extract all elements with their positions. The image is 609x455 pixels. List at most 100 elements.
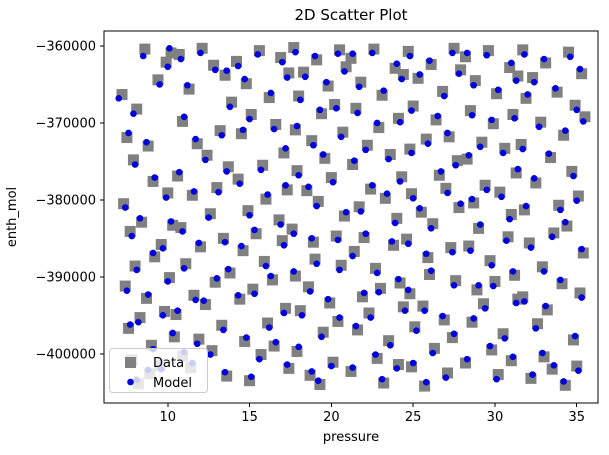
model-point-marker: [530, 175, 538, 182]
data-point-marker: [517, 291, 529, 303]
data-point-marker: [266, 274, 278, 286]
model-point-marker: [470, 81, 477, 89]
model-point-marker: [444, 129, 451, 137]
model-point-marker: [282, 145, 289, 152]
data-point-marker: [239, 335, 251, 347]
model-point-marker: [416, 71, 424, 78]
data-point-marker: [348, 245, 360, 257]
data-point-marker: [180, 258, 192, 270]
data-point-marker: [468, 197, 480, 209]
model-point-marker: [465, 151, 473, 159]
data-point-marker: [199, 299, 211, 311]
model-point-marker: [310, 141, 317, 149]
data-point-marker: [123, 322, 135, 334]
model-point-marker: [349, 50, 356, 57]
data-point-marker: [283, 67, 295, 79]
data-point-marker: [289, 270, 301, 282]
data-point-marker: [425, 58, 437, 70]
model-point-marker: [404, 240, 412, 248]
data-point-marker: [142, 140, 154, 152]
data-point-marker: [417, 300, 429, 312]
data-point-marker: [407, 100, 419, 112]
model-point-marker: [416, 205, 424, 212]
data-point-marker: [497, 328, 509, 340]
data-point-marker: [217, 232, 229, 244]
model-point-marker: [368, 49, 376, 57]
data-point-marker: [479, 179, 491, 191]
data-point-marker: [316, 108, 328, 120]
model-point-marker: [468, 111, 476, 119]
model-point-marker: [220, 326, 227, 334]
model-point-marker: [450, 281, 458, 289]
data-point-marker: [572, 190, 584, 202]
data-point-marker: [188, 289, 200, 301]
data-point-marker: [379, 192, 391, 204]
data-point-marker: [211, 182, 223, 194]
data-point-marker: [353, 201, 365, 213]
model-point-marker: [552, 85, 559, 92]
model-point-marker: [463, 49, 471, 57]
data-point-marker: [281, 184, 293, 196]
model-point-marker: [383, 190, 391, 198]
x-axis: 10 15 20 25 30 35: [160, 403, 585, 425]
data-point-marker: [314, 379, 326, 391]
model-point-marker: [213, 275, 221, 282]
model-point-marker: [280, 241, 288, 249]
data-point-marker: [356, 291, 368, 303]
data-point-marker: [512, 70, 524, 82]
model-point-marker: [429, 349, 437, 357]
data-point-marker: [347, 158, 359, 170]
data-point-marker: [525, 372, 537, 384]
model-point-marker: [323, 78, 330, 86]
model-point-marker: [319, 151, 327, 158]
model-point-marker: [221, 238, 229, 246]
data-point-marker: [412, 72, 424, 84]
model-point-marker: [521, 298, 528, 305]
data-point-marker: [365, 183, 377, 195]
data-point-marker: [392, 112, 404, 124]
data-point-marker: [206, 345, 218, 357]
model-point-marker: [324, 295, 332, 303]
model-point-marker: [349, 364, 356, 371]
data-point-marker: [327, 356, 339, 368]
model-point-marker: [221, 368, 229, 376]
data-point-marker: [450, 275, 462, 287]
model-point-marker: [360, 289, 368, 297]
model-point-marker: [514, 165, 522, 173]
data-point-marker: [420, 133, 432, 145]
data-point-marker: [445, 242, 457, 254]
model-point-marker: [354, 109, 361, 117]
data-point-marker: [569, 99, 581, 111]
data-point-marker: [507, 108, 519, 120]
data-point-marker: [448, 42, 460, 54]
data-point-marker: [460, 51, 472, 63]
data-point-marker: [159, 305, 171, 317]
data-point-marker: [222, 161, 234, 173]
model-point-marker: [557, 276, 564, 284]
model-point-marker: [388, 238, 396, 245]
data-point-marker: [258, 255, 270, 267]
data-point-marker: [505, 208, 517, 220]
legend-marker-model-dot: [127, 378, 134, 386]
model-point-marker: [313, 202, 320, 210]
data-point-marker: [345, 52, 357, 64]
data-point-marker: [273, 214, 285, 226]
model-point-marker: [143, 138, 150, 146]
model-point-marker: [308, 235, 316, 242]
model-point-marker: [336, 314, 343, 321]
model-point-marker: [200, 297, 208, 304]
data-point-marker: [561, 220, 573, 232]
model-point-marker: [131, 161, 139, 168]
model-point-marker: [159, 311, 167, 319]
data-point-marker: [486, 344, 498, 356]
data-point-marker: [535, 116, 547, 128]
model-point-marker: [277, 221, 284, 228]
data-point-marker: [245, 108, 257, 120]
model-point-marker: [540, 268, 548, 275]
model-point-marker: [246, 115, 253, 123]
model-point-marker: [427, 267, 435, 274]
data-point-marker: [433, 169, 445, 181]
y-tick-label: −360000: [35, 40, 96, 55]
